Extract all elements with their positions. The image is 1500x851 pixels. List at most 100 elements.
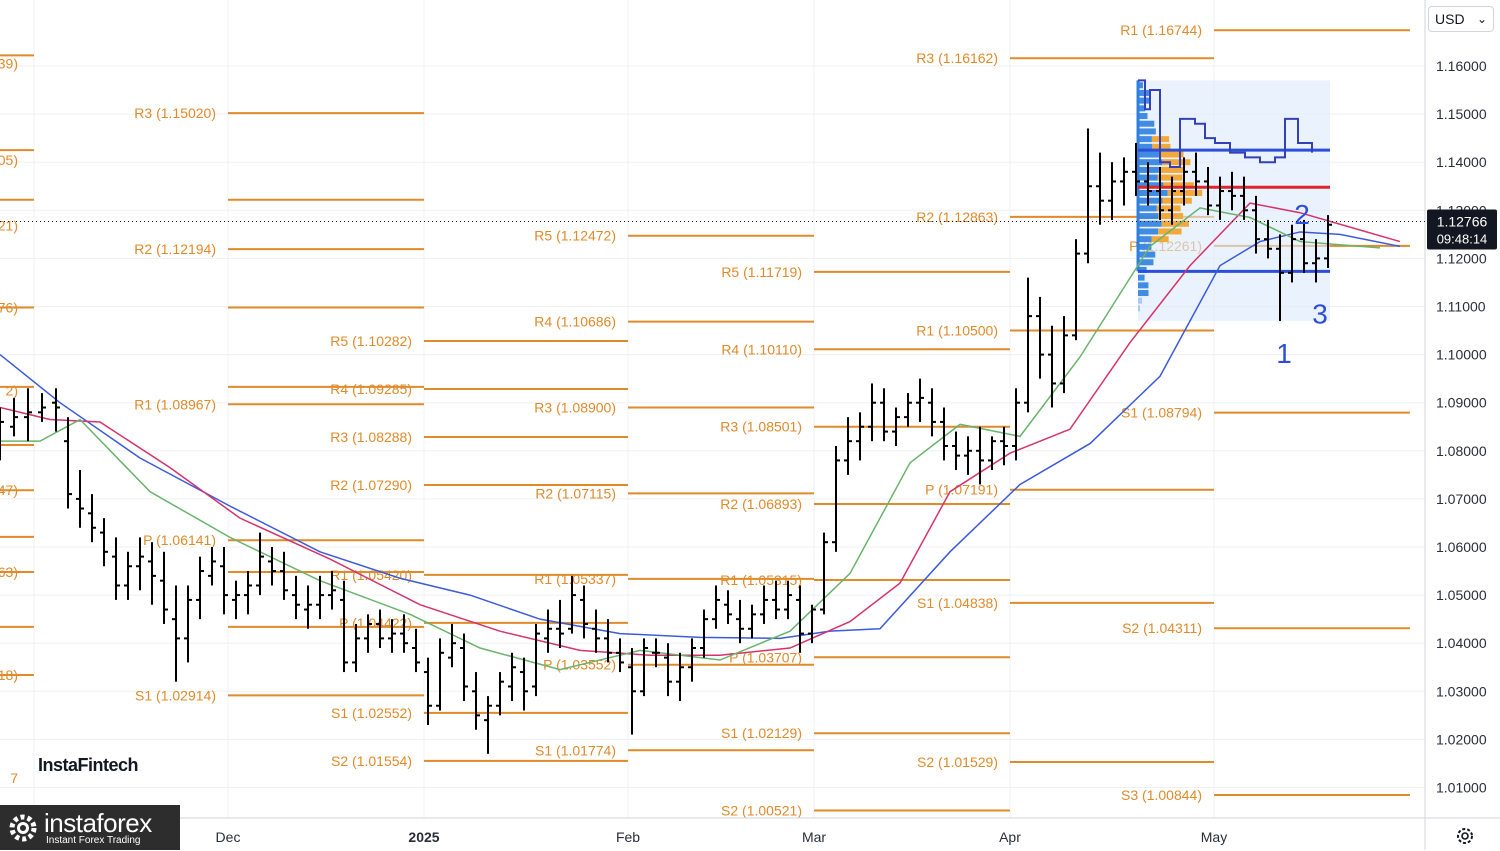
y-tick-label: 1.06000 [1436, 539, 1487, 555]
settings-icon[interactable] [1455, 826, 1475, 846]
ohlc-bar [424, 657, 432, 725]
y-tick-label: 1.02000 [1436, 731, 1487, 747]
volume-bar [1138, 251, 1156, 258]
ohlc-bar [24, 388, 32, 442]
ohlc-bar [664, 643, 672, 697]
pivot-label-clipped: 39) [0, 56, 18, 72]
ohlc-bar [604, 619, 612, 663]
volume-bar [1138, 297, 1143, 304]
ohlc-bar [844, 417, 852, 475]
ohlc-bar [556, 599, 564, 649]
ohlc-bar [484, 696, 492, 754]
pivot-label: S2 (1.01554) [331, 753, 412, 769]
ohlc-bar [580, 585, 588, 639]
pivot-label: R1 (1.05337) [534, 571, 616, 587]
ohlc-bar [100, 518, 108, 567]
ohlc-bar [964, 436, 972, 475]
instaforex-logo: instaforex Instant Forex Trading [0, 805, 180, 850]
ohlc-bar [760, 585, 768, 624]
ohlc-bar [1096, 152, 1104, 225]
volume-bar [1138, 182, 1164, 189]
pivot-label: P (1.06141) [143, 532, 216, 548]
annotation-1: 1 [1276, 338, 1292, 369]
volume-bar [1138, 120, 1155, 127]
ohlc-bar [1108, 162, 1116, 220]
x-tick-label: Dec [216, 829, 241, 845]
ohlc-bar [38, 393, 46, 422]
volume-bar [1158, 213, 1184, 220]
pivot-label: S1 (1.04838) [917, 595, 998, 611]
currency-select[interactable]: USD ⌄ [1428, 6, 1494, 32]
volume-bar [1138, 213, 1159, 220]
volume-bar [1162, 159, 1191, 166]
volume-bar [1138, 305, 1140, 312]
ohlc-bar [328, 571, 336, 610]
ohlc-bar [304, 585, 312, 629]
pivot-label: R1 (1.16744) [1120, 22, 1202, 38]
ohlc-bar [64, 417, 72, 509]
pivot-label: S2 (1.04311) [1122, 620, 1202, 636]
pivot-label: R3 (1.16162) [916, 50, 998, 66]
volume-bar [1138, 274, 1145, 281]
pivot-label: R3 (1.08288) [330, 429, 412, 445]
x-tick-label: Mar [802, 829, 826, 845]
x-tick-label: 2025 [408, 829, 439, 845]
volume-bar [1138, 243, 1152, 250]
ohlc-bar [220, 547, 228, 615]
volume-profile [1136, 79, 1330, 321]
ohlc-bar [460, 633, 468, 701]
pivot-label: R1 (1.05420) [330, 567, 412, 583]
x-tick-label: Apr [999, 829, 1021, 845]
pivot-label: S1 (1.02552) [331, 705, 412, 721]
logo-name: instaforex [44, 807, 152, 838]
volume-bar [1152, 143, 1171, 150]
pivot-label: R4 (1.10110) [721, 341, 802, 357]
ohlc-bar [928, 388, 936, 437]
ohlc-bar [352, 623, 360, 673]
ohlc-bar [1048, 325, 1056, 408]
y-tick-label: 1.16000 [1436, 58, 1487, 74]
x-tick-label: May [1201, 829, 1227, 845]
volume-bar [1138, 259, 1154, 266]
pivot-label: P (1.07191) [925, 482, 998, 498]
volume-bar [1158, 166, 1185, 173]
pivot-label: R1 (1.05315) [720, 572, 802, 588]
volume-bar [1138, 290, 1149, 297]
developing-poc-line [1138, 79, 1313, 169]
ohlc-bar [568, 575, 576, 634]
ohlc-bar [1168, 176, 1176, 225]
volume-bar [1138, 282, 1149, 289]
y-tick-label: 1.07000 [1436, 491, 1487, 507]
ohlc-bar [136, 537, 144, 591]
ohlc-bar [868, 383, 876, 442]
ohlc-bar [1300, 219, 1308, 273]
ohlc-bar [376, 609, 384, 649]
ohlc-bar [1180, 157, 1188, 206]
pivot-label: R1 (1.08967) [134, 396, 216, 412]
ohlc-bar [472, 672, 480, 730]
ohlc-bar [808, 604, 816, 644]
pivot-label: S1 (1.01774) [535, 742, 616, 758]
ohlc-bar [1192, 152, 1200, 196]
volume-bar [1138, 205, 1157, 212]
y-tick-label: 1.05000 [1436, 587, 1487, 603]
ohlc-bar [316, 575, 324, 620]
ohlc-bar [1084, 128, 1092, 264]
ohlc-bar [400, 614, 408, 653]
candles [0, 128, 1332, 754]
y-tick-label: 1.03000 [1436, 683, 1487, 699]
ohlc-bar [616, 638, 624, 673]
ohlc-bar [1156, 167, 1164, 220]
ohlc-bar [592, 609, 600, 653]
pivot-label: R5 (1.11719) [721, 264, 802, 280]
moving-average-1 [0, 231, 1401, 640]
moving-average-3 [0, 207, 1381, 671]
y-tick-label: 1.12000 [1436, 250, 1487, 266]
pivot-label: P (1.04422) [339, 615, 412, 631]
ohlc-bar [796, 585, 804, 653]
volume-bar [1138, 220, 1162, 227]
volume-bar [1138, 89, 1150, 96]
ohlc-bar [1264, 219, 1272, 259]
